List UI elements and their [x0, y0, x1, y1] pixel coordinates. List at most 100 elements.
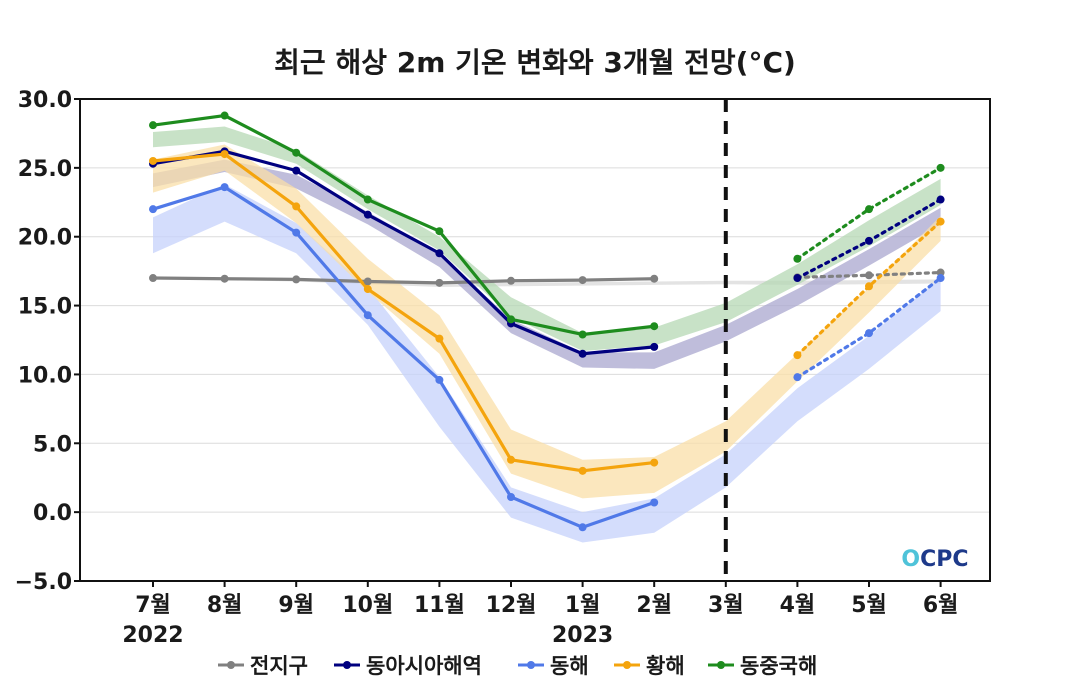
point-황해	[363, 285, 372, 294]
point-동중국해	[149, 121, 157, 130]
series-points	[149, 111, 945, 532]
point-황해	[650, 458, 659, 467]
plot-frame	[79, 98, 991, 582]
line-observed-동중국해	[152, 113, 655, 337]
x-tick-label: 1월	[565, 593, 601, 618]
ocpc-logo-letter: O	[901, 547, 920, 572]
point-황해	[865, 282, 873, 291]
line-observed-동해	[152, 185, 655, 529]
point-동중국해	[507, 315, 515, 324]
y-tick-label: 0.0	[33, 501, 72, 526]
point-동해	[650, 498, 659, 507]
x-tick-label: 11월	[414, 593, 465, 618]
ocpc-logo-letter: C	[952, 547, 968, 572]
y-tick-label: 5.0	[33, 432, 72, 457]
point-전지구	[578, 276, 587, 285]
x-year-label: 2023	[552, 623, 613, 648]
point-동아시아해역	[650, 342, 659, 351]
point-전지구	[865, 271, 873, 280]
legend-marker-동해	[527, 661, 535, 669]
point-동해	[507, 492, 515, 501]
point-동중국해	[936, 163, 945, 172]
legend-label-동해: 동해	[550, 654, 589, 678]
point-동해	[936, 274, 945, 283]
point-동아시아해역	[292, 166, 301, 175]
point-전지구	[363, 277, 372, 286]
confidence-bands	[153, 126, 941, 543]
x-year-label: 2022	[122, 623, 183, 648]
point-동중국해	[578, 330, 587, 339]
point-전지구	[650, 274, 659, 283]
band-동아시아해역	[153, 159, 941, 369]
x-axis: 7월 8월 9월 10월 11월 12월 1월 2월 3월 4월 5월 6월 2022 2023	[122, 581, 958, 648]
ocpc-logo-letter: P	[936, 547, 952, 572]
y-tick-label: 10.0	[18, 363, 72, 388]
legend-marker-동중국해	[717, 661, 725, 669]
legend-label-동중국해: 동중국해	[740, 654, 817, 678]
x-tick-label: 6월	[923, 593, 959, 618]
line-observed-전지구	[152, 276, 655, 285]
point-동아시아해역	[936, 195, 945, 204]
legend: 전지구 동아시아해역 동해 황해 동중국해	[218, 654, 817, 678]
legend-label-황해: 황해	[646, 654, 685, 678]
legend-marker-황해	[623, 661, 631, 669]
x-tick-label: 3월	[708, 593, 744, 618]
point-전지구	[435, 278, 444, 287]
point-동해	[220, 183, 229, 192]
x-tick-label: 7월	[135, 593, 171, 618]
legend-label-동아시아해역: 동아시아해역	[366, 654, 482, 678]
ocpc-logo-letter: C	[920, 547, 936, 572]
point-동아시아해역	[435, 249, 444, 258]
x-tick-label: 2월	[636, 593, 672, 618]
point-동해	[292, 228, 301, 237]
point-동중국해	[220, 111, 229, 120]
point-황해	[220, 150, 229, 159]
line-observed-동아시아해역	[152, 149, 655, 356]
point-동아시아해역	[793, 274, 802, 283]
y-tick-label: 25.0	[18, 157, 72, 182]
point-전지구	[507, 276, 515, 285]
point-동아시아해역	[578, 349, 587, 358]
point-동해	[435, 375, 444, 384]
point-동아시아해역	[363, 210, 372, 219]
point-동해	[793, 373, 802, 382]
line-observed-황해	[152, 152, 655, 473]
y-tick-label: 30.0	[18, 88, 72, 113]
point-동중국해	[865, 205, 873, 214]
legend-marker-동아시아해역	[343, 661, 351, 669]
point-황해	[793, 351, 802, 360]
point-동해	[578, 523, 587, 532]
point-동아시아해역	[865, 236, 873, 245]
point-동해	[149, 205, 157, 214]
legend-label-전지구: 전지구	[250, 654, 308, 678]
point-황해	[292, 202, 301, 211]
band-동중국해	[153, 126, 941, 352]
point-동중국해	[292, 148, 301, 157]
point-동중국해	[793, 254, 802, 263]
ocpc-logo-text: OCPC	[901, 547, 968, 572]
x-tick-label: 8월	[207, 593, 243, 618]
ocpc-logo: OCPC	[901, 547, 968, 572]
band-동해	[153, 184, 941, 543]
point-황해	[936, 217, 945, 226]
x-tick-label: 5월	[851, 593, 887, 618]
point-전지구	[149, 274, 157, 283]
point-동중국해	[363, 195, 372, 204]
point-동해	[363, 311, 372, 320]
point-전지구	[292, 275, 301, 284]
y-tick-label: 15.0	[18, 295, 72, 320]
chart-title: 최근 해상 2m 기온 변화와 3개월 전망(°C)	[274, 46, 796, 79]
point-전지구	[936, 268, 945, 277]
y-tick-label: 20.0	[18, 226, 72, 251]
y-tick-label: −5.0	[15, 570, 72, 595]
x-tick-label: 4월	[780, 593, 816, 618]
x-tick-label: 12월	[486, 593, 537, 618]
x-tick-label: 10월	[342, 593, 393, 618]
point-황해	[149, 156, 157, 165]
point-황해	[435, 334, 444, 343]
point-전지구	[220, 274, 229, 283]
y-axis: 30.0 25.0 20.0 15.0 10.0 5.0 0.0 −5.0	[15, 88, 80, 595]
point-동해	[865, 329, 873, 338]
band-황해	[153, 144, 941, 499]
